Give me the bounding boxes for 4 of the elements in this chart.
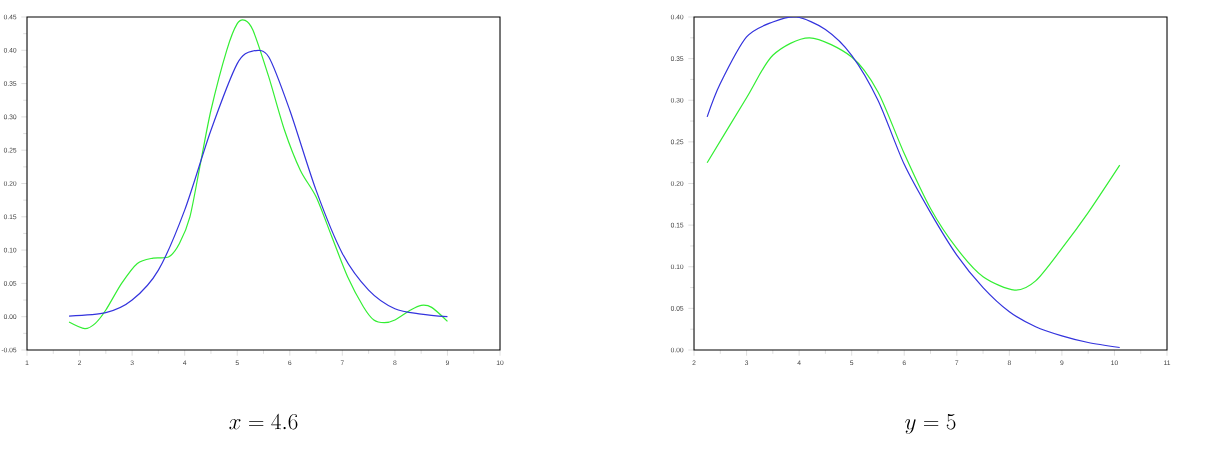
x-axis-title: $x = 4.6$ bbox=[229, 413, 298, 430]
line-series bbox=[706, 37, 1121, 291]
x-axis-title: $y = 5$ bbox=[905, 413, 956, 434]
line-series bbox=[706, 17, 1121, 349]
